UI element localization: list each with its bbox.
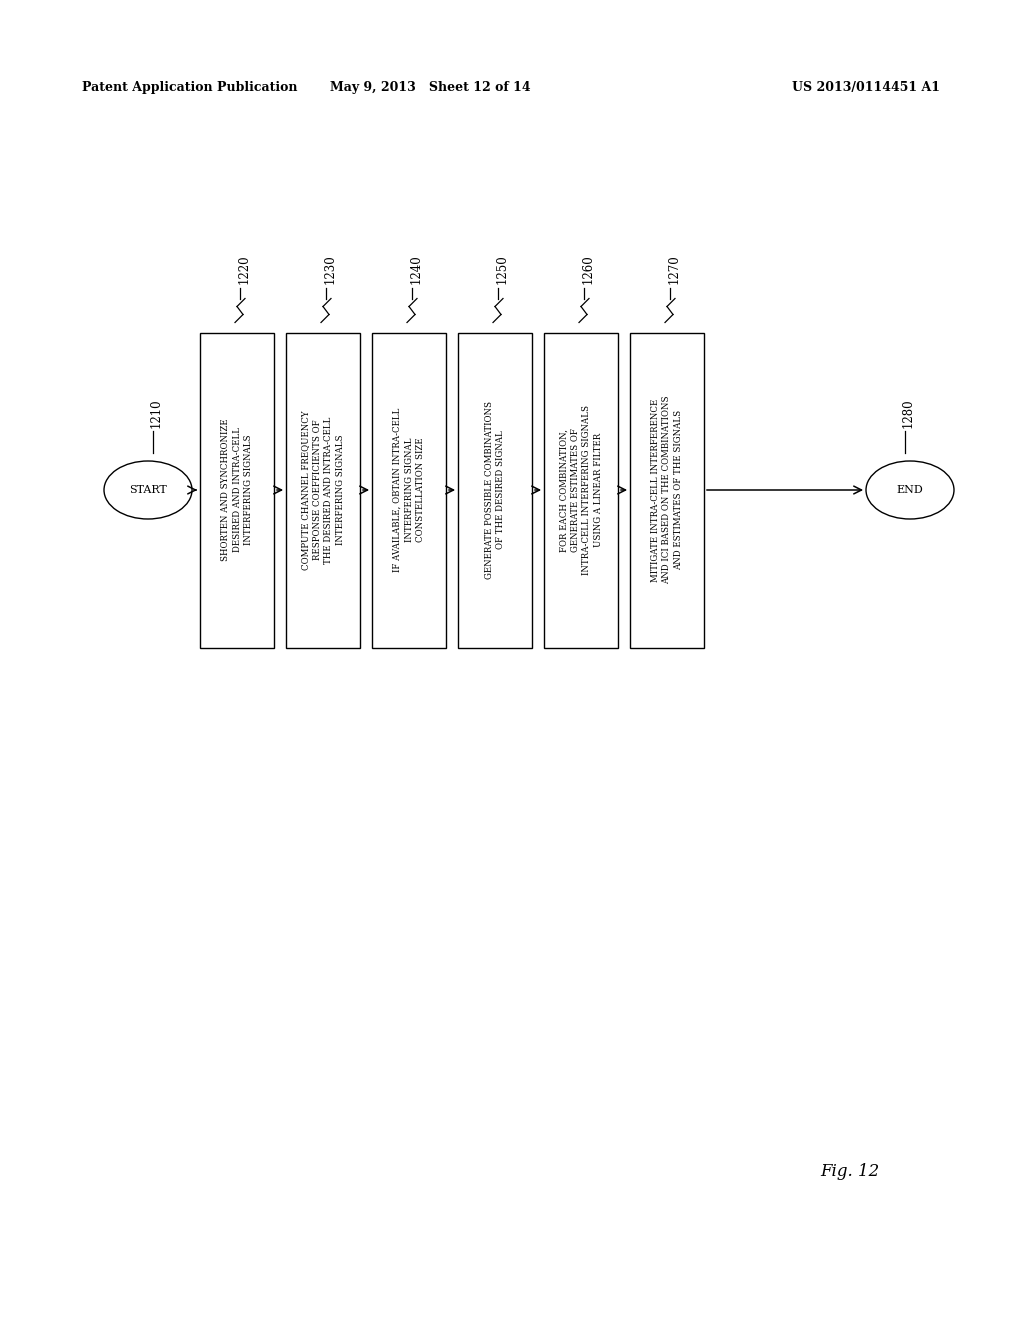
Text: 1260: 1260 bbox=[582, 255, 595, 285]
Bar bbox=[200, 333, 274, 648]
Text: 1210: 1210 bbox=[150, 399, 163, 428]
Ellipse shape bbox=[104, 461, 193, 519]
Text: IF AVAILABLE, OBTAIN INTRA-CELL
INTERFERING SIGNAL
CONSTELLATION SIZE: IF AVAILABLE, OBTAIN INTRA-CELL INTERFER… bbox=[393, 408, 425, 572]
Text: May 9, 2013   Sheet 12 of 14: May 9, 2013 Sheet 12 of 14 bbox=[330, 82, 530, 95]
Text: US 2013/0114451 A1: US 2013/0114451 A1 bbox=[792, 82, 940, 95]
Text: GENERATE POSSIBLE COMBINATIONS
OF THE DESIRED SIGNAL: GENERATE POSSIBLE COMBINATIONS OF THE DE… bbox=[484, 401, 505, 579]
Bar bbox=[630, 333, 705, 648]
Bar bbox=[544, 333, 618, 648]
Bar bbox=[458, 333, 532, 648]
Text: MITIGATE INTRA-CELL INTERFERENCE
AND ICI BASED ON THE COMBINATIONS
AND ESTIMATES: MITIGATE INTRA-CELL INTERFERENCE AND ICI… bbox=[651, 396, 683, 585]
Text: FOR EACH COMBINATION,
GENERATE ESTIMATES OF
INTRA-CELL INTERFERING SIGNALS
USING: FOR EACH COMBINATION, GENERATE ESTIMATES… bbox=[559, 405, 603, 576]
Text: Fig. 12: Fig. 12 bbox=[820, 1163, 880, 1180]
Text: START: START bbox=[129, 484, 167, 495]
Text: 1280: 1280 bbox=[901, 399, 914, 428]
Ellipse shape bbox=[866, 461, 954, 519]
Bar bbox=[286, 333, 360, 648]
Bar bbox=[372, 333, 446, 648]
Text: 1270: 1270 bbox=[668, 255, 681, 285]
Text: END: END bbox=[897, 484, 924, 495]
Text: 1220: 1220 bbox=[238, 255, 251, 285]
Text: COMPUTE CHANNEL FREQUENCY
RESPONSE COEFFICIENTS OF
THE DESIRED AND INTRA-CELL
IN: COMPUTE CHANNEL FREQUENCY RESPONSE COEFF… bbox=[301, 411, 345, 570]
Text: SHORTEN AND SYNCHRONIZE
DESIRED AND INTRA-CELL
INTERFERING SIGNALS: SHORTEN AND SYNCHRONIZE DESIRED AND INTR… bbox=[221, 418, 253, 561]
Text: 1250: 1250 bbox=[496, 255, 509, 285]
Text: 1230: 1230 bbox=[324, 255, 337, 285]
Text: Patent Application Publication: Patent Application Publication bbox=[82, 82, 298, 95]
Text: 1240: 1240 bbox=[410, 255, 423, 285]
